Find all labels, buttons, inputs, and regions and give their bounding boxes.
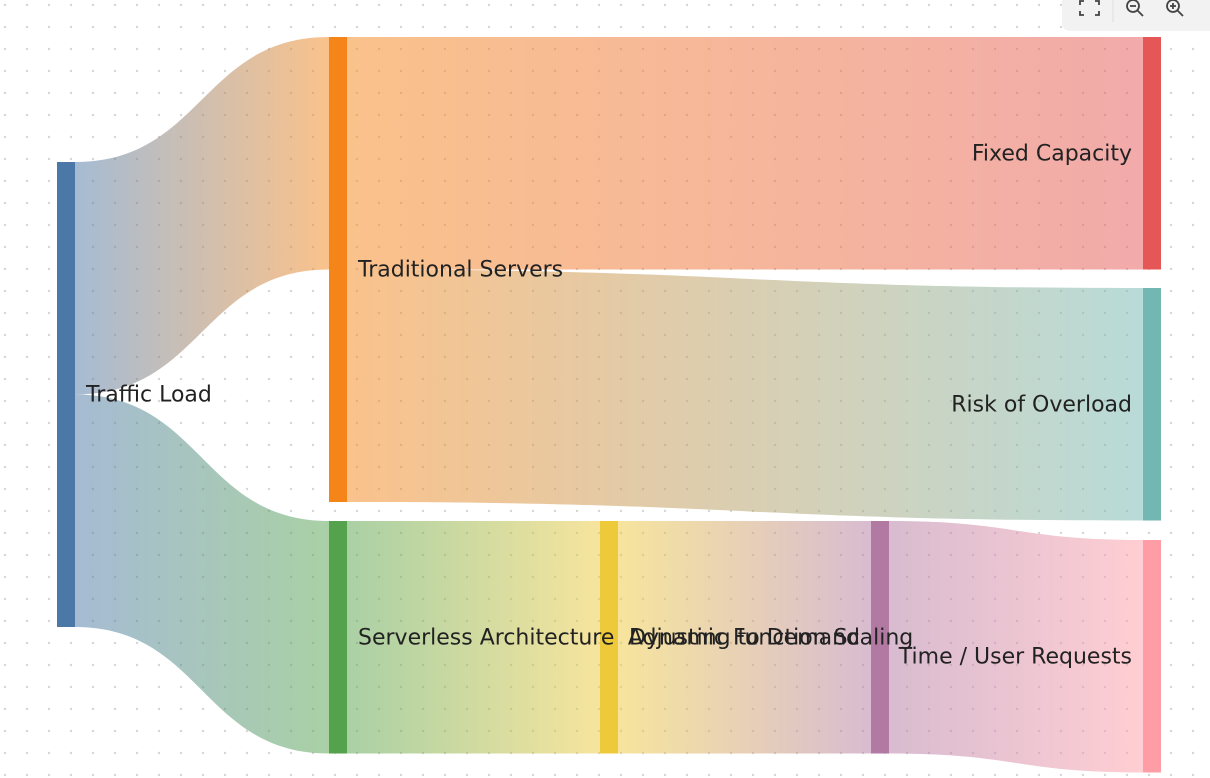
modebar xyxy=(1062,0,1210,31)
node xyxy=(329,521,347,754)
link xyxy=(347,521,600,754)
node xyxy=(329,37,347,502)
link xyxy=(618,521,871,754)
link xyxy=(347,269,1143,521)
node-label: Dynamic Function Scaling xyxy=(629,625,913,650)
links xyxy=(75,37,1143,773)
labels: Traffic Load Traditional Servers Serverles… xyxy=(85,141,1132,669)
node-label: Adjusting to Demand xyxy=(628,625,860,650)
node-label: Traffic Load xyxy=(85,383,212,408)
fullscreen-button[interactable] xyxy=(1079,0,1100,16)
nodes xyxy=(57,37,1161,773)
link xyxy=(889,521,1143,773)
node xyxy=(57,162,75,627)
node-label: Time / User Requests xyxy=(898,644,1132,669)
node-label: Fixed Capacity xyxy=(972,141,1132,166)
node-label: Traditional Servers xyxy=(357,258,563,283)
node xyxy=(1143,37,1161,270)
node xyxy=(600,521,618,754)
modebar-bg xyxy=(1062,0,1210,31)
zoom-out-button[interactable] xyxy=(1126,0,1144,17)
node xyxy=(871,521,889,754)
node xyxy=(1143,288,1161,521)
link xyxy=(75,37,329,395)
link xyxy=(75,394,329,754)
link xyxy=(347,37,1143,270)
node-label: Risk of Overload xyxy=(951,392,1132,417)
node xyxy=(1143,540,1161,773)
zoom-in-button[interactable] xyxy=(1166,0,1184,17)
node-label: Serverless Architecture xyxy=(358,625,614,650)
